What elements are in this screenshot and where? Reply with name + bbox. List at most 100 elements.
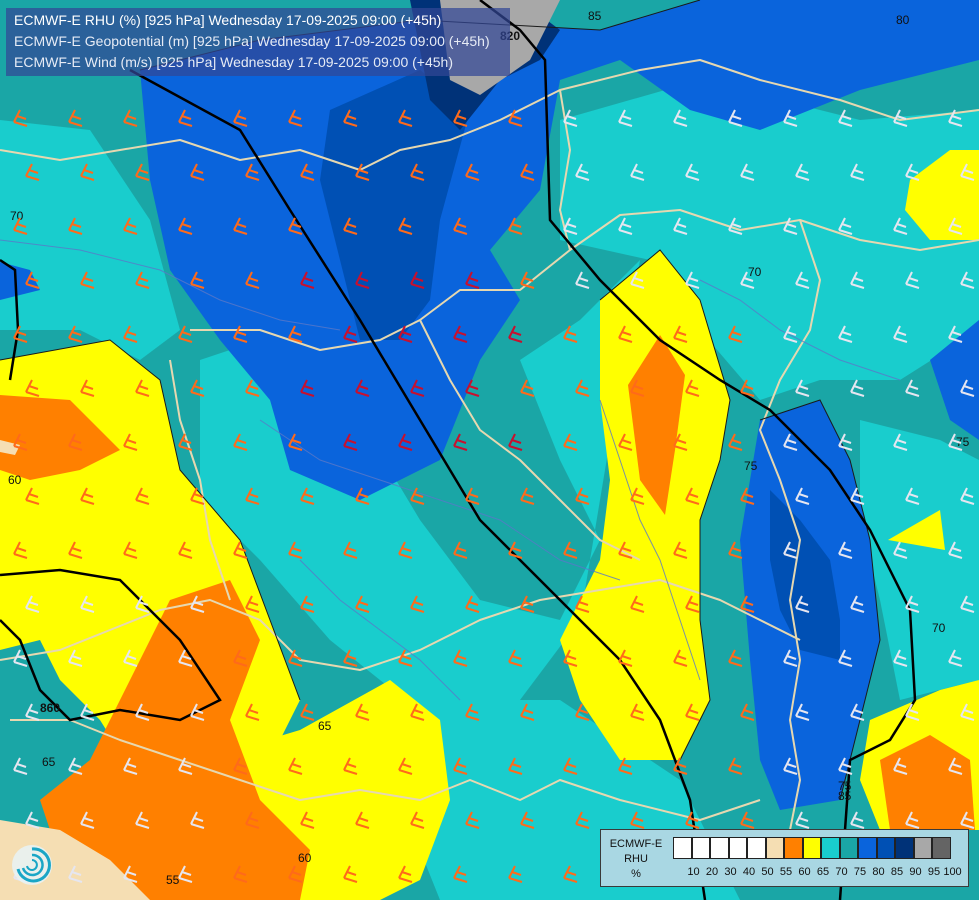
legend-swatch <box>802 837 821 859</box>
wind-barb-icon <box>135 163 150 181</box>
wind-barb-icon <box>575 595 590 613</box>
wind-barb-icon <box>410 163 425 181</box>
wind-barb-icon <box>948 541 963 559</box>
rhu-field-60-center <box>628 335 685 515</box>
legend-tick-label: 75 <box>853 866 867 878</box>
border-west <box>169 359 231 601</box>
wind-barb-icon <box>838 325 853 343</box>
wind-barb-icon <box>288 649 303 667</box>
river-4 <box>299 559 461 701</box>
legend-swatch <box>765 837 784 859</box>
wind-barb-icon <box>68 541 83 559</box>
wind-barb-icon <box>465 271 480 289</box>
wind-barb-icon <box>838 109 853 127</box>
wind-barb-icon <box>795 487 810 505</box>
wind-barb-icon <box>673 649 688 667</box>
legend-tick-label: 30 <box>724 866 737 878</box>
wind-barb-icon <box>453 541 468 559</box>
wind-barb-icon <box>673 217 688 235</box>
wind-barb-icon <box>795 595 810 613</box>
legend-tick-label: 50 <box>761 866 774 878</box>
wind-barb-icon <box>123 325 138 343</box>
rhu-field-70-se <box>860 420 979 700</box>
wind-barb-icon <box>740 703 755 721</box>
wind-barb-icon <box>398 109 413 127</box>
wind-barb-icon <box>25 487 40 505</box>
header-title-wind: ECMWF-E Wind (m/s) [925 hPa] Wednesday 1… <box>14 54 453 70</box>
wind-barb-icon <box>398 433 413 451</box>
wind-barb-icon <box>618 217 633 235</box>
wind-barb-icon <box>410 487 425 505</box>
geopotential-isolines <box>0 0 917 900</box>
wind-barb-icon <box>575 271 590 289</box>
border-middle <box>419 319 641 561</box>
wind-barb-icon <box>948 433 963 451</box>
wind-barb-icon <box>630 163 645 181</box>
wind-barb-icon <box>178 325 193 343</box>
wind-barb-icon <box>630 703 645 721</box>
wind-barb-icon <box>123 433 138 451</box>
legend-tick-label: 55 <box>779 866 793 878</box>
wind-barb-icon <box>563 217 578 235</box>
wind-barb-icon <box>453 433 468 451</box>
wind-barb-icon <box>575 379 590 397</box>
wind-barb-icon <box>795 703 810 721</box>
wind-barb-icon <box>13 325 28 343</box>
wind-barb-icon <box>25 163 40 181</box>
wind-barb-icon <box>398 217 413 235</box>
wind-barb-icon <box>343 865 358 883</box>
wind-barb-icon <box>685 595 700 613</box>
wind-barb-icon <box>618 649 633 667</box>
wind-barb-icon <box>685 703 700 721</box>
rhu-field-65-ne <box>905 150 979 240</box>
wind-barb-icon <box>80 271 95 289</box>
wind-barb-icon <box>123 757 138 775</box>
contour-label-rhu: 55 <box>166 873 180 887</box>
wind-barb-icon <box>783 109 798 127</box>
contour-label-rhu: 75 <box>744 459 758 473</box>
wind-barb-icon <box>618 541 633 559</box>
border-east-vertical <box>759 219 821 831</box>
wind-barb-icon <box>178 757 193 775</box>
wind-barb-icon <box>673 433 688 451</box>
wind-barb-icon <box>190 379 205 397</box>
wind-barb-icon <box>123 109 138 127</box>
legend-swatch <box>673 837 692 859</box>
wind-barb-icon <box>740 163 755 181</box>
wind-barb-icon <box>288 433 303 451</box>
wind-barb-icon <box>740 379 755 397</box>
wind-barb-icon <box>905 703 920 721</box>
legend-swatch <box>691 837 710 859</box>
wind-barb-icon <box>630 271 645 289</box>
wind-barb-icon <box>410 703 425 721</box>
wind-barb-icon <box>233 433 248 451</box>
wind-barb-icon <box>795 163 810 181</box>
wind-barb-icon <box>288 325 303 343</box>
wind-barb-icon <box>740 595 755 613</box>
wind-barb-icon <box>178 217 193 235</box>
wind-barb-icon <box>300 703 315 721</box>
contour-label-rhu: 65 <box>318 719 332 733</box>
legend-swatch <box>747 837 766 859</box>
wind-barb-icon <box>465 811 480 829</box>
wind-barb-icon <box>80 487 95 505</box>
wind-barb-icon <box>520 811 535 829</box>
wind-barb-icon <box>948 109 963 127</box>
wind-barb-icon <box>410 271 425 289</box>
wind-barb-icon <box>453 649 468 667</box>
wind-barb-icon <box>960 379 975 397</box>
wind-barbs <box>13 109 975 883</box>
geopotential-isoline-820 <box>129 68 707 900</box>
legend-tick-label: 20 <box>705 866 719 878</box>
wind-barb-icon <box>343 541 358 559</box>
rhu-legend: ECMWF-E RHU % 10 20 30 40 50 55 60 65 70 75 80 85 90… <box>600 829 969 887</box>
wind-barb-icon <box>300 811 315 829</box>
wind-barb-icon <box>135 811 150 829</box>
rhu-field-70-west <box>0 120 180 360</box>
wind-barb-icon <box>575 487 590 505</box>
wind-barb-icon <box>893 757 908 775</box>
wind-barb-icon <box>233 325 248 343</box>
wind-barb-icon <box>960 595 975 613</box>
wind-barb-icon <box>68 757 83 775</box>
